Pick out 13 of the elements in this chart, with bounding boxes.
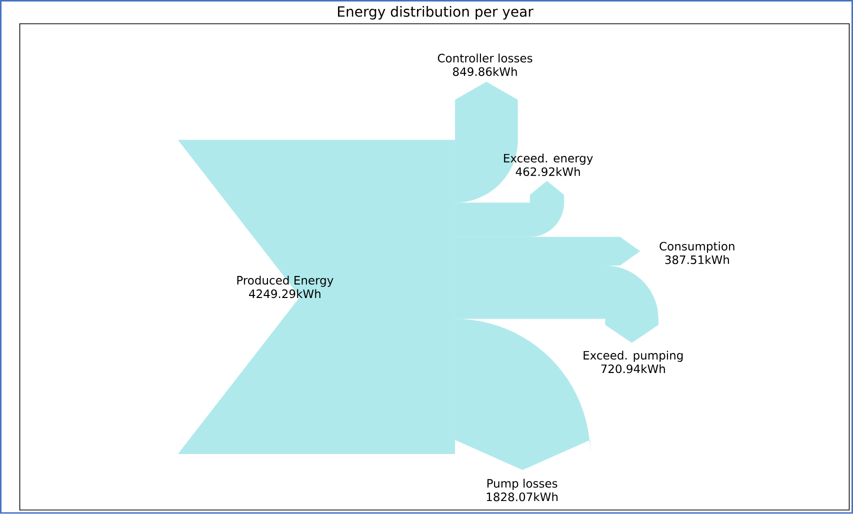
data-label: 849.86kWh — [453, 67, 517, 76]
text: Energy distribution per year — [338, 6, 534, 20]
data-label: 1828.07kWh — [486, 492, 558, 502]
category-label: Exceed. energy — [504, 154, 593, 165]
data-label: 720.94kWh — [601, 364, 665, 374]
data-label: 462.92kWh — [516, 167, 580, 176]
category-label: Controller losses — [438, 54, 532, 63]
data-label: 4249.29kWh — [249, 289, 320, 298]
category-label: Pump losses — [487, 478, 558, 490]
category-label: Exceed. pumping — [584, 350, 683, 362]
data-label: 387.51kWh — [665, 255, 729, 264]
category-label: Consumption — [660, 242, 734, 253]
category-label: Produced Energy — [237, 276, 334, 287]
